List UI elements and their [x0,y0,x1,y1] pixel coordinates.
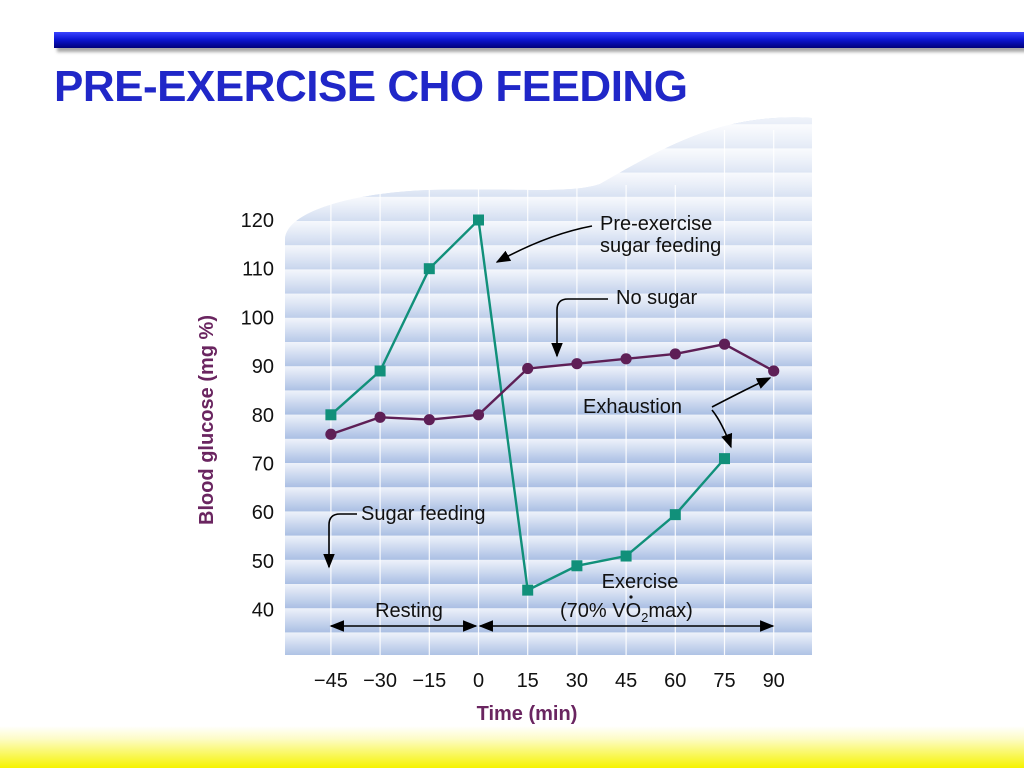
x-axis-label: Time (min) [477,703,578,725]
data-point-no_sugar [374,411,386,423]
data-point-sugar [571,560,583,572]
y-tick-label: 90 [252,356,274,378]
y-tick-label: 110 [242,259,274,281]
data-point-no_sugar [718,338,731,350]
slide-title: PRE-EXERCISE CHO FEEDING [54,62,688,111]
data-point-sugar [423,263,435,275]
sugar-feeding-arrow [323,513,357,569]
data-point-sugar [620,550,632,562]
y-axis-tick-labels: 40 50 60 70 80 90 100 110 120 [241,210,274,622]
x-tick-label: 75 [713,670,735,692]
x-tick-label: 60 [664,670,686,692]
data-point-no_sugar [423,414,435,426]
data-point-no_sugar [522,362,534,375]
x-axis-tick-labels: −45 −30 −15 0 15 30 45 60 75 90 [314,670,785,692]
data-point-sugar [473,214,484,226]
x-tick-label: 45 [615,670,637,692]
y-tick-label: 70 [252,454,274,476]
y-tick-label: 100 [241,307,274,329]
x-tick-label: 0 [473,670,484,692]
y-tick-label: 40 [252,600,274,622]
vo2-dot [629,595,633,599]
exhaustion-label: Exhaustion [583,396,682,418]
data-point-sugar [719,453,730,465]
exhaustion-arrow-down [711,409,733,449]
data-point-sugar [374,365,386,377]
y-tick-label: 80 [252,405,274,427]
x-tick-label: −45 [314,670,348,692]
data-point-sugar [522,584,534,596]
y-tick-label: 50 [252,551,274,573]
pre-exercise-arrow [495,225,593,263]
y-axis-label: Blood glucose (mg %) [196,315,218,525]
exercise-label-line2: (70% VO2max) [560,600,693,625]
plot-background [192,117,812,725]
data-point-no_sugar [571,358,583,370]
series-line-no_sugar [330,342,775,436]
no-sugar-label: No sugar [616,287,697,309]
x-tick-label: 15 [517,670,539,692]
pre-exercise-label-line2: sugar feeding [600,235,721,257]
exercise-label-line1: Exercise [602,571,679,593]
data-point-no_sugar [669,348,681,360]
data-point-no_sugar [325,428,337,440]
no-sugar-arrow [551,298,608,358]
series-layer [325,214,780,596]
x-tick-label: −30 [363,670,397,692]
data-point-sugar [325,409,337,421]
bottom-band [0,726,1024,768]
sugar-feeding-label: Sugar feeding [361,503,486,525]
data-point-no_sugar [768,365,780,377]
exhaustion-arrow-up [711,377,772,408]
x-tick-label: −15 [412,670,446,692]
x-tick-label: 90 [763,670,785,692]
resting-label: Resting [375,600,443,622]
y-tick-label: 120 [241,210,274,232]
data-point-no_sugar [472,409,485,421]
pre-exercise-label-line1: Pre-exercise [600,213,712,235]
y-tick-label: 60 [252,502,274,524]
data-point-no_sugar [620,353,632,365]
x-tick-label: 30 [566,670,588,692]
title-rule [54,32,1024,48]
data-point-sugar [669,509,681,521]
